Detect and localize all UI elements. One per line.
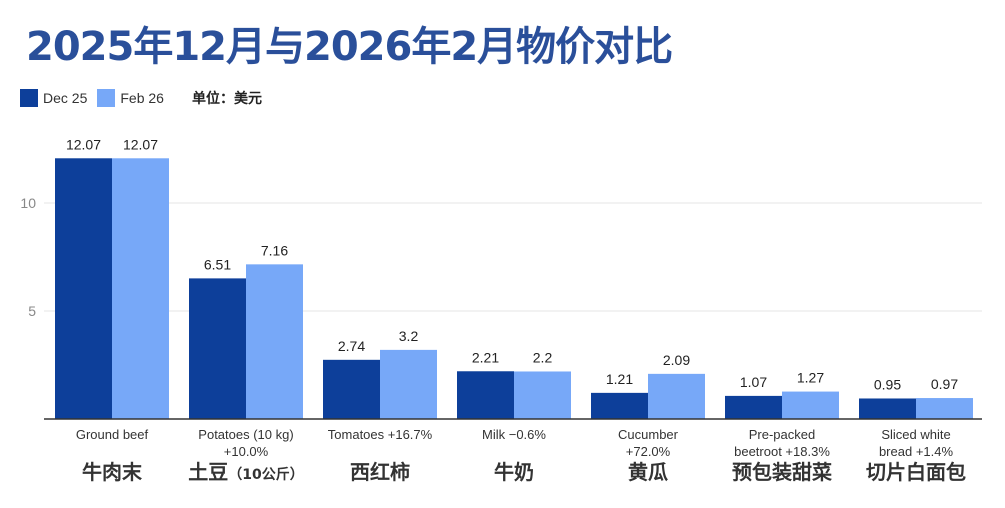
x-tick-label: beetroot +18.3% (734, 444, 830, 459)
bar-feb26 (514, 371, 571, 419)
x-tick-label: Cucumber (618, 427, 679, 442)
x-tick-label: Tomatoes +16.7% (328, 427, 433, 442)
bar-dec25 (457, 371, 514, 419)
data-label: 2.2 (533, 349, 553, 365)
data-label: 1.27 (797, 370, 824, 386)
data-label: 12.07 (66, 136, 101, 152)
legend-label: Feb 26 (120, 90, 164, 106)
chart-title: 2025年12月与2026年2月物价对比 (26, 24, 673, 70)
bar-feb26 (112, 158, 169, 419)
legend-item-feb26: Feb 26 (97, 89, 164, 107)
unit-label: 单位：美元 (191, 91, 262, 107)
bar-feb26 (246, 264, 303, 419)
bar-dec25 (55, 158, 112, 419)
data-label: 12.07 (123, 136, 158, 152)
x-label-zh: 黄瓜 (628, 460, 668, 484)
x-tick-label: Ground beef (76, 427, 149, 442)
y-tick-label: 5 (28, 303, 36, 319)
data-label: 0.95 (874, 376, 901, 392)
data-label: 7.16 (261, 242, 288, 258)
x-label-zh: 牛肉末 (82, 460, 143, 484)
data-label: 6.51 (204, 256, 231, 272)
bar-dec25 (591, 392, 648, 419)
x-label-zh: 切片白面包 (866, 460, 966, 484)
data-label: 0.97 (931, 376, 958, 392)
data-label: 2.74 (338, 338, 365, 354)
x-tick-label: +10.0% (224, 444, 269, 459)
y-tick-label: 10 (20, 195, 36, 211)
legend-label: Dec 25 (43, 90, 88, 106)
legend: Dec 25 Feb 26 单位：美元 (20, 88, 262, 108)
x-tick-label: Pre-packed (749, 427, 815, 442)
legend-swatch (20, 89, 38, 107)
x-label-zh: 西红柿 (350, 460, 410, 484)
bar-feb26 (782, 391, 839, 419)
bar-dec25 (323, 359, 380, 419)
data-label: 2.09 (663, 352, 690, 368)
legend-swatch (97, 89, 116, 107)
data-label: 1.21 (606, 371, 633, 387)
x-label-zh: 土豆（10公斤） (188, 460, 303, 484)
x-label-zh: 牛奶 (494, 460, 534, 484)
bar-dec25 (725, 395, 782, 419)
x-tick-label: Sliced white (881, 427, 950, 442)
x-tick-label: +72.0% (626, 444, 671, 459)
legend-item-dec25: Dec 25 (20, 89, 87, 107)
x-label-zh: 预包装甜菜 (732, 460, 832, 484)
x-tick-label: Milk −0.6% (482, 427, 546, 442)
data-label: 3.2 (399, 328, 419, 344)
data-label: 1.07 (740, 374, 767, 390)
x-tick-label: Potatoes (10 kg) (198, 427, 293, 442)
x-tick-label: bread +1.4% (879, 444, 954, 459)
bar-dec25 (189, 278, 246, 419)
bar-feb26 (916, 398, 973, 419)
bar-feb26 (648, 373, 705, 419)
bar-dec25 (859, 398, 916, 419)
data-label: 2.21 (472, 349, 499, 365)
bar-feb26 (380, 349, 437, 419)
